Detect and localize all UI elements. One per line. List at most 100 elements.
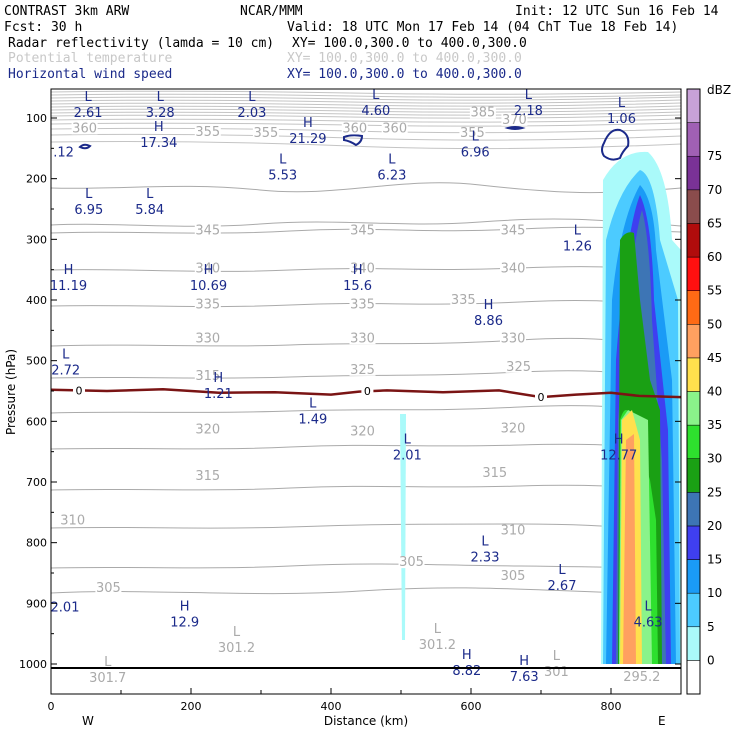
theta-label: 335 bbox=[451, 293, 476, 308]
wind-extremum-letter: L bbox=[644, 600, 652, 615]
colorbar-level-label: 35 bbox=[707, 418, 722, 432]
colorbar-segment bbox=[686, 223, 701, 258]
freezing-label: 0 bbox=[538, 391, 545, 404]
theta-extremum-letter: L bbox=[434, 622, 442, 637]
wind-extremum-value: 15.6 bbox=[343, 279, 372, 294]
theta-extremum-value: 301.7 bbox=[89, 671, 126, 686]
colorbar-level-label: 45 bbox=[707, 351, 722, 365]
theta-label: 370 bbox=[502, 113, 527, 128]
x-axis-ticks: 0 200 400 600 800 bbox=[48, 688, 682, 713]
colorbar-segment bbox=[686, 357, 701, 392]
wind-extremum-value: 11.19 bbox=[50, 279, 87, 294]
theta-label: 310 bbox=[501, 524, 526, 539]
wind-extremum-value: 1.06 bbox=[607, 112, 636, 127]
wind-extremum-letter: H bbox=[180, 600, 190, 615]
theta-label: 345 bbox=[350, 223, 375, 238]
y-tick-label: 200 bbox=[26, 173, 47, 186]
colorbar-level-label: 70 bbox=[707, 183, 722, 197]
y-tick-label: 500 bbox=[26, 355, 47, 368]
theta-label-bg bbox=[349, 363, 376, 376]
colorbar-segment bbox=[686, 626, 701, 661]
y-axis-label: Pressure (hPa) bbox=[4, 349, 18, 435]
theta-label-bg bbox=[341, 122, 368, 135]
theta-label-bg bbox=[349, 332, 376, 345]
freezing-label-bg bbox=[73, 384, 85, 397]
theta-labels: 385 370 360 355 355 360 360 355 345 345 345 340 340 3… bbox=[59, 106, 532, 596]
colorbar-segment bbox=[686, 256, 701, 291]
theta-label: 355 bbox=[460, 126, 485, 141]
theta-label-bg bbox=[194, 262, 221, 275]
freezing-label: 0 bbox=[364, 385, 371, 398]
wind-extremum-letter: H bbox=[204, 263, 214, 278]
wind-extremum-value: 6.23 bbox=[377, 168, 406, 183]
wind-extremum-letter: L bbox=[618, 96, 626, 111]
wind-extremum-value: 8.86 bbox=[474, 314, 503, 329]
wind-extremum-value: 2.33 bbox=[471, 551, 500, 566]
theta-label-bg bbox=[500, 262, 526, 275]
wind-extremum-letter: H bbox=[353, 263, 363, 278]
colorbar-segment bbox=[686, 660, 701, 695]
wind-extremum-letter: H bbox=[303, 116, 313, 131]
wind-extremum-letter: L bbox=[248, 90, 256, 105]
theta-label-bg bbox=[194, 224, 221, 237]
theta-label-bg bbox=[194, 298, 221, 311]
colorbar-level-label: 30 bbox=[707, 452, 722, 466]
theta-label-bg bbox=[500, 332, 526, 345]
colorbar-segment bbox=[686, 391, 701, 426]
theta-label-bg bbox=[469, 106, 496, 119]
theta-label-bg bbox=[349, 298, 376, 311]
y-tick-label: 300 bbox=[26, 233, 47, 246]
colorbar-segment bbox=[686, 122, 701, 157]
wind-extremum-value: 12.9 bbox=[170, 616, 199, 631]
wind-extremum-letter: L bbox=[372, 88, 380, 103]
colorbar: 0 5 10 15 20 25 30 35 40 45 50 55 60 65 70 75 bbox=[686, 88, 722, 695]
colorbar-level-label: 5 bbox=[707, 620, 715, 634]
theta-label-bg bbox=[459, 127, 486, 140]
theta-label-bg bbox=[194, 369, 221, 382]
wind-contours bbox=[78, 126, 630, 161]
field3-name: Horizontal wind speed bbox=[8, 67, 172, 82]
theta-label-bg bbox=[398, 556, 425, 569]
colorbar-unit: dBZ bbox=[707, 83, 731, 97]
colorbar-frame bbox=[686, 88, 701, 695]
theta-label-bg bbox=[501, 113, 528, 126]
wind-extremum-value: 21.29 bbox=[289, 132, 326, 147]
x-west-label: W bbox=[82, 714, 94, 728]
theta-label-bg bbox=[252, 127, 279, 140]
wind-extremum-letter: H bbox=[154, 120, 164, 135]
colorbar-segment bbox=[686, 592, 701, 628]
wind-extremum-value: 1.26 bbox=[563, 239, 592, 254]
x-tick-label: 200 bbox=[181, 700, 202, 713]
wind-extremum-value: 17.34 bbox=[140, 136, 177, 151]
theta-label: 315 bbox=[195, 369, 220, 384]
x-tick-label: 400 bbox=[321, 700, 342, 713]
y-tick-label: 1000 bbox=[19, 658, 47, 671]
y-axis-ticks: 100 200 300 400 500 600 700 800 900 1000 bbox=[19, 112, 681, 671]
wind-extremum-letter: L bbox=[85, 187, 93, 202]
wind-extremum-value: 2.18 bbox=[514, 104, 543, 119]
x-tick-label: 0 bbox=[48, 700, 55, 713]
theta-label-bg bbox=[481, 466, 508, 479]
colorbar-level-label: 60 bbox=[707, 250, 722, 264]
theta-extremum-value: 301.2 bbox=[419, 638, 456, 653]
wind-extremum-value: 2.01 bbox=[51, 600, 80, 615]
colorbar-segment bbox=[686, 88, 701, 123]
wind-extremum-value: 12.77 bbox=[600, 449, 637, 464]
header: CONTRAST 3km ARW NCAR/MMM Init: 12 UTC S… bbox=[4, 4, 719, 82]
theta-extremum-letter: L bbox=[553, 649, 561, 664]
wind-extremum-value: 2.03 bbox=[237, 106, 266, 121]
wind-extremum-value: 2.01 bbox=[393, 449, 422, 464]
wind-extremum-value: 7.63 bbox=[510, 670, 539, 685]
theta-label-bg bbox=[194, 125, 221, 138]
wind-extremum-value: 1.49 bbox=[298, 412, 327, 427]
wind-extremum-letter: L bbox=[574, 223, 582, 238]
wind-extremum-letter: H bbox=[519, 654, 529, 669]
wind-extremum-letter: H bbox=[614, 433, 624, 448]
theta-label: 325 bbox=[350, 363, 375, 378]
theta-label-bg bbox=[349, 262, 376, 275]
colorbar-level-label: 15 bbox=[707, 553, 722, 567]
wind-extremum-letter: L bbox=[157, 90, 165, 105]
wind-extremum-letter: H bbox=[64, 263, 74, 278]
theta-label-bg bbox=[95, 582, 122, 595]
wind-extremum-letter: L bbox=[558, 563, 566, 578]
